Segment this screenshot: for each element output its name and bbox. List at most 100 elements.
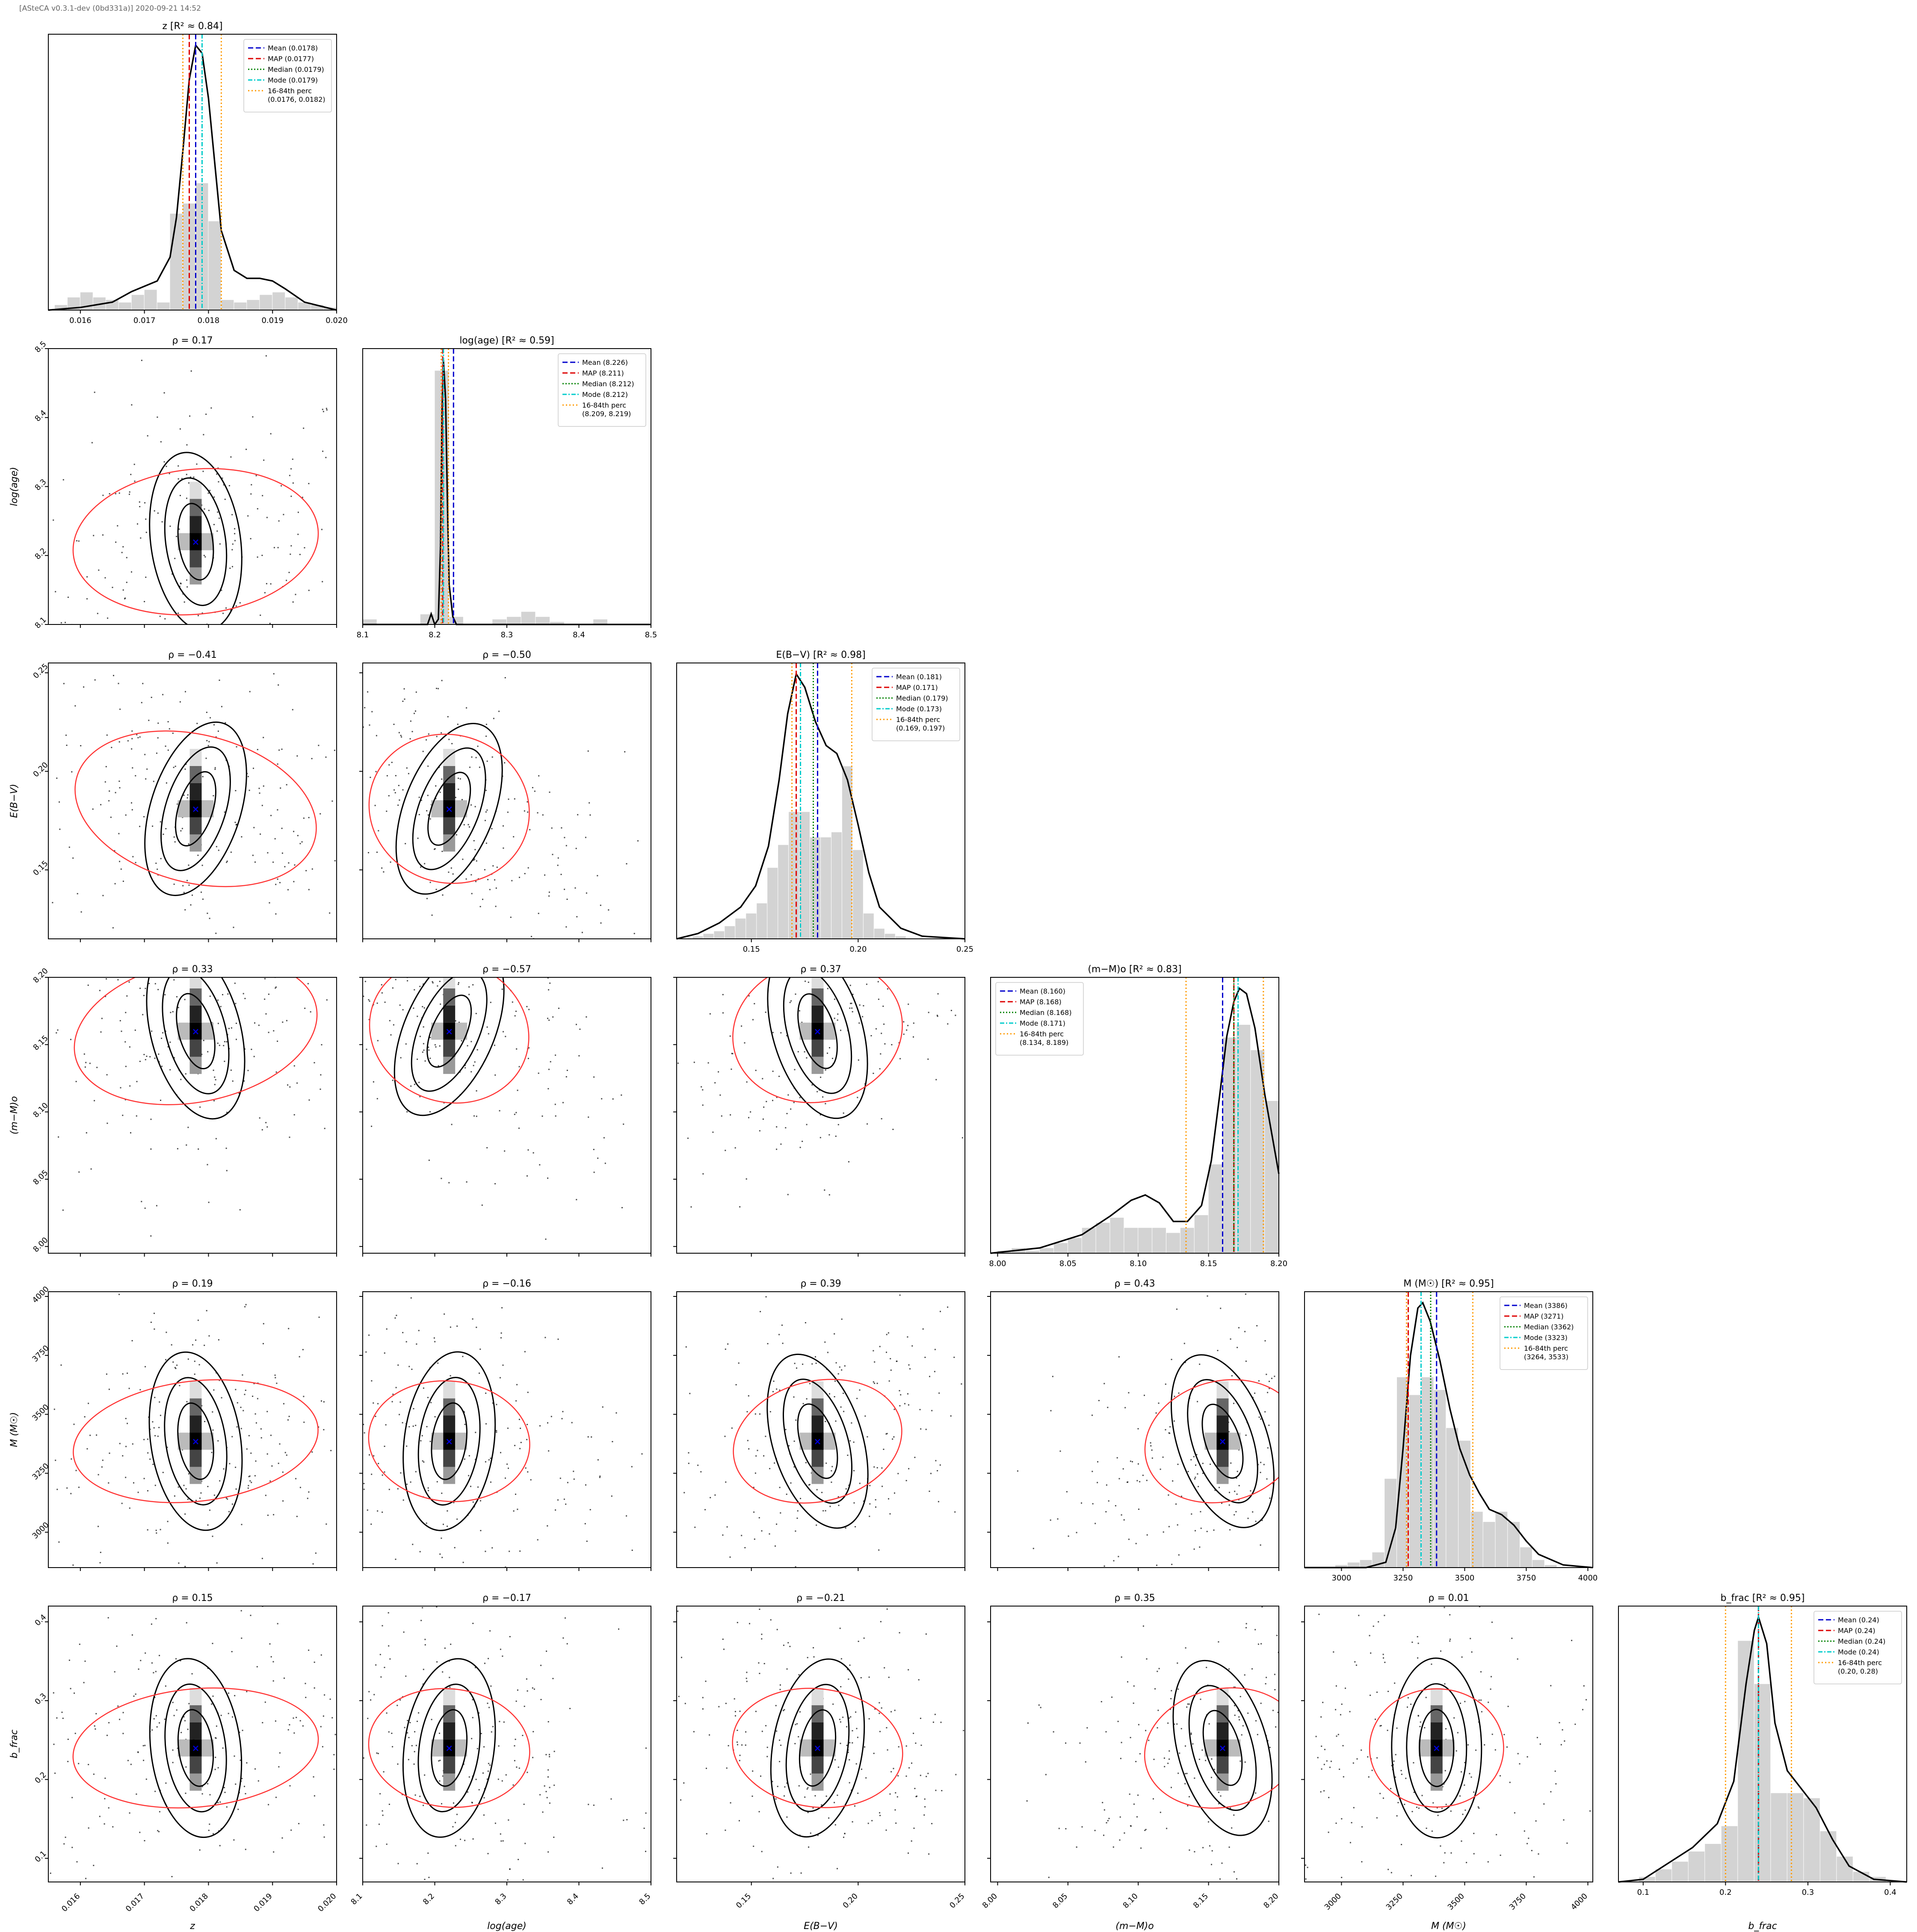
scatter-point — [235, 605, 237, 607]
scatter-point — [772, 1100, 773, 1101]
scatter-point — [117, 979, 119, 981]
scatter-point — [581, 932, 583, 933]
scatter-point — [1352, 1762, 1354, 1764]
scatter-point — [1274, 1674, 1275, 1675]
scatter-point — [246, 449, 247, 450]
scatter-point — [597, 1157, 599, 1159]
scatter-point — [166, 465, 167, 467]
scatter-point — [934, 1371, 935, 1373]
scatter-point — [359, 1426, 361, 1427]
x-tick-label: 0.4 — [1884, 1888, 1896, 1897]
scatter-point — [194, 1361, 195, 1362]
scatter-point — [298, 1823, 300, 1825]
density-cell — [1216, 1756, 1229, 1774]
scatter-point — [278, 1766, 280, 1768]
scatter-point — [1300, 1383, 1302, 1385]
scatter-point — [1245, 1623, 1247, 1624]
scatter-point — [852, 1730, 853, 1731]
scatter-point — [885, 973, 886, 974]
scatter-point — [777, 1786, 778, 1787]
scatter-point — [849, 1742, 851, 1743]
axes-frame — [362, 663, 651, 939]
scatter-point — [1209, 1845, 1210, 1847]
scatter-point — [745, 1731, 747, 1733]
scatter-point — [328, 686, 329, 687]
scatter-point — [217, 511, 219, 513]
scatter-point — [208, 1201, 210, 1203]
density-cell — [443, 1005, 456, 1023]
scatter-point — [234, 533, 236, 535]
scatter-point — [78, 1763, 80, 1764]
scatter-point — [483, 1814, 485, 1816]
scatter-point — [1467, 1744, 1469, 1746]
y-tick-label: 3250 — [30, 1462, 50, 1482]
scatter-point — [325, 756, 327, 758]
scatter-point — [486, 809, 488, 811]
scatter-point — [221, 589, 222, 591]
scatter-point — [834, 1824, 836, 1825]
scatter-point — [1136, 1480, 1138, 1482]
scatter-point — [182, 593, 184, 595]
scatter-point — [588, 1804, 589, 1805]
scatter-point — [402, 1009, 404, 1011]
scatter-point — [119, 787, 121, 789]
scatter-point — [793, 1466, 795, 1468]
x-tick-label: 3000 — [1332, 1574, 1352, 1583]
scatter-point — [687, 1172, 688, 1174]
scatter-point — [212, 1642, 213, 1644]
legend-label: (3264, 3533) — [1524, 1353, 1568, 1361]
scatter-point — [346, 1458, 348, 1459]
scatter-point — [516, 1766, 518, 1768]
scatter-point — [250, 538, 251, 539]
scatter-point — [456, 1518, 458, 1520]
scatter-point — [172, 1762, 174, 1763]
scatter-point — [845, 1527, 846, 1529]
x-tick-label: 8.10 — [1130, 1259, 1147, 1268]
density-cell — [811, 1773, 824, 1791]
scatter-point — [735, 1715, 736, 1717]
scatter-point — [1286, 1837, 1287, 1838]
scatter-point — [225, 607, 227, 609]
scatter-point — [746, 1672, 748, 1673]
scatter-point — [694, 1527, 696, 1528]
scatter-point — [182, 1883, 183, 1884]
scatter-point — [247, 1070, 249, 1071]
scatter-point — [466, 707, 467, 709]
legend-label: (0.0176, 0.0182) — [268, 95, 325, 104]
scatter-point — [165, 746, 166, 747]
scatter-point — [155, 1715, 157, 1716]
scatter-point — [423, 1461, 425, 1463]
scatter-point — [314, 935, 315, 936]
scatter-point — [490, 1002, 491, 1003]
density-cell — [811, 1739, 824, 1757]
axes-frame — [48, 34, 337, 311]
scatter-point — [834, 1759, 836, 1760]
scatter-point — [970, 1670, 972, 1672]
density-contour — [782, 1379, 853, 1504]
scatter-point — [1146, 1479, 1148, 1481]
scatter-point — [204, 1421, 206, 1422]
scatter-point — [312, 651, 313, 652]
scatter-point — [296, 1515, 298, 1517]
density-contour — [1171, 1354, 1275, 1528]
scatter-point — [1218, 1792, 1219, 1793]
hist-bar — [1180, 1228, 1194, 1253]
x-tick-label: 8.1 — [357, 630, 369, 639]
scatter-point — [233, 945, 234, 946]
scatter-point — [607, 1654, 608, 1656]
scatter-point — [593, 1149, 595, 1150]
scatter-point — [155, 1671, 157, 1672]
scatter-point — [837, 1124, 839, 1125]
scatter-point — [125, 1012, 127, 1013]
scatter-point — [383, 896, 385, 898]
scatter-point — [689, 1393, 691, 1394]
scatter-point — [125, 1418, 127, 1419]
density-cell — [1430, 1705, 1443, 1722]
scatter-point — [730, 1802, 731, 1804]
scatter-point — [361, 798, 362, 799]
scatter-point — [118, 833, 120, 834]
scatter-point — [1311, 1579, 1312, 1580]
scatter-point — [464, 1840, 466, 1841]
scatter-point — [850, 1003, 852, 1004]
scatter-point — [904, 1403, 905, 1405]
